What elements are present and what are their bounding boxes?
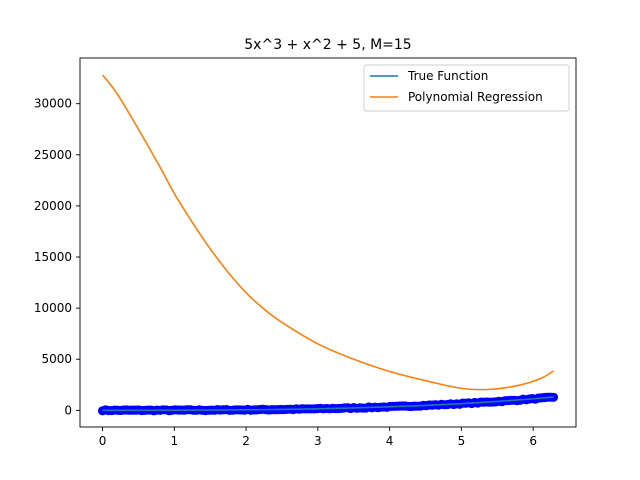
y-tick-label: 20000	[34, 199, 72, 213]
x-tick-label: 4	[386, 434, 394, 448]
x-tick-label: 3	[314, 434, 322, 448]
legend-label: Polynomial Regression	[408, 90, 543, 104]
legend-label: True Function	[407, 69, 488, 83]
y-tick-label: 5000	[41, 352, 72, 366]
y-tick-label: 0	[64, 403, 72, 417]
y-tick-label: 30000	[34, 97, 72, 111]
y-tick-label: 25000	[34, 148, 72, 162]
y-tick-label: 15000	[34, 250, 72, 264]
x-tick-label: 2	[242, 434, 250, 448]
true-function-line	[102, 396, 554, 412]
axes: 0 1 2 3 4 5 6 0 5000 10000 15000 20000 25000 30000	[34, 57, 577, 448]
axes-frame	[79, 57, 577, 428]
x-tick-label: 0	[99, 434, 107, 448]
legend: True Function Polynomial Regression	[363, 64, 570, 112]
plot-area	[97, 74, 559, 416]
x-tick-label: 1	[170, 434, 178, 448]
x-tick-label: 5	[458, 434, 466, 448]
x-tick-label: 6	[529, 434, 537, 448]
polynomial-regression-line	[101, 74, 554, 391]
y-tick-label: 10000	[34, 301, 72, 315]
chart-title: 5x^3 + x^2 + 5, M=15	[244, 37, 411, 53]
legend-box	[363, 64, 570, 112]
